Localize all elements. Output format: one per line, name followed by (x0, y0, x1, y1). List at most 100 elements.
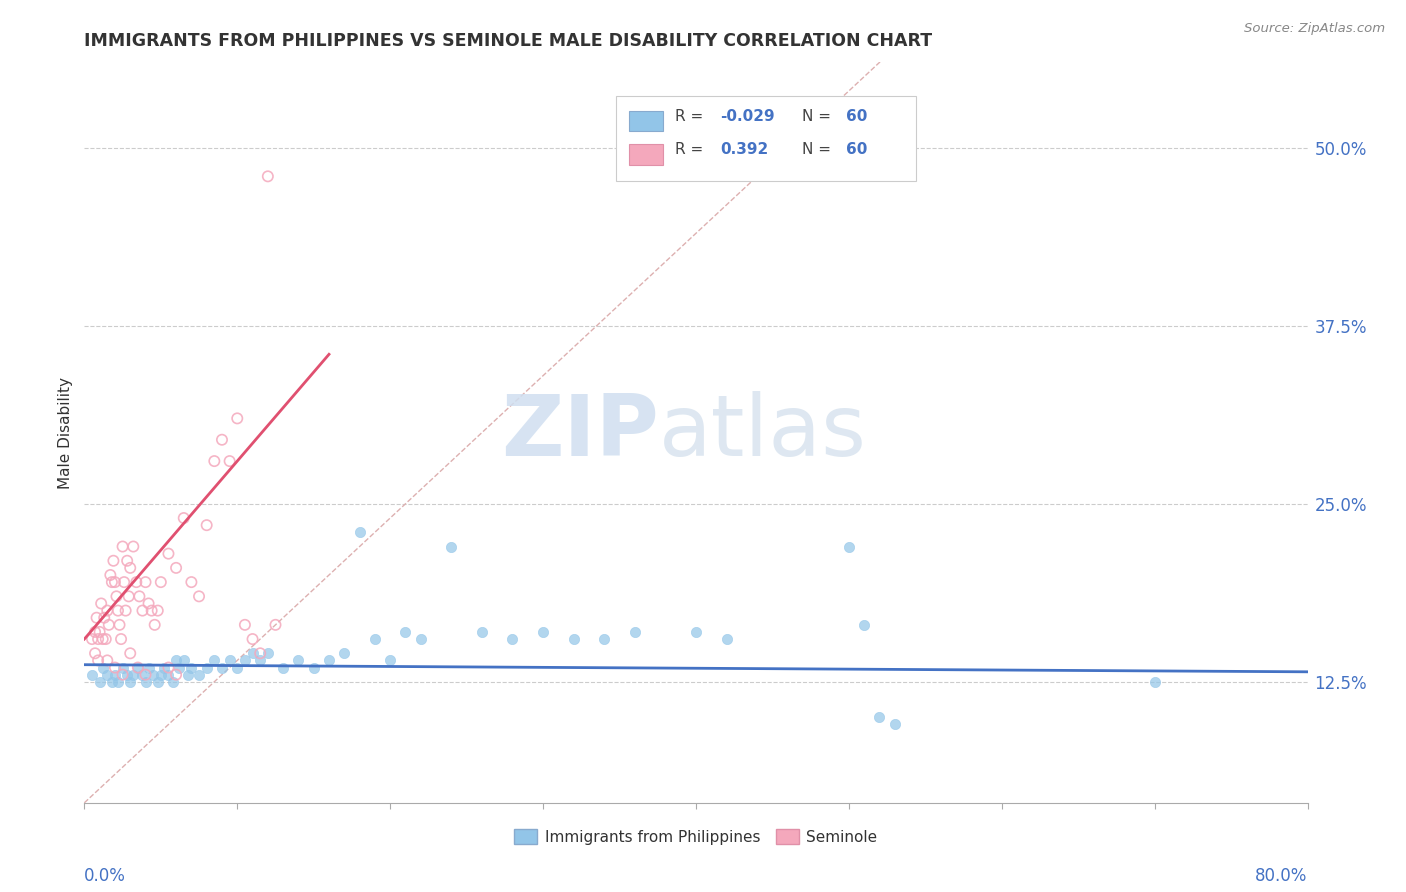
Point (502, 632, 524, 646)
Text: 0.392: 0.392 (720, 143, 769, 157)
Point (98, 568, 121, 582)
Point (138, 660, 160, 674)
Point (218, 454, 240, 468)
Point (89, 624, 111, 639)
Text: 60: 60 (846, 143, 868, 157)
Point (135, 674, 157, 689)
Point (128, 590, 150, 604)
Point (146, 674, 169, 689)
Point (853, 617, 876, 632)
Point (84, 624, 107, 639)
Point (202, 653, 225, 667)
Text: N =: N = (803, 109, 837, 124)
Point (103, 554, 125, 568)
Point (105, 590, 128, 604)
Point (97, 617, 120, 632)
Point (108, 617, 131, 632)
Point (115, 667, 138, 681)
Point (409, 632, 432, 646)
Point (91, 660, 114, 674)
Point (624, 624, 647, 639)
Point (122, 667, 145, 681)
Point (211, 660, 233, 674)
Point (165, 667, 187, 681)
Point (233, 617, 256, 632)
Point (562, 632, 585, 646)
Point (135, 575, 157, 590)
Point (257, 169, 280, 184)
Point (380, 653, 402, 667)
Point (80, 632, 103, 646)
Y-axis label: Male Disability: Male Disability (58, 376, 73, 489)
Text: 80.0%: 80.0% (1256, 867, 1308, 885)
Point (96, 653, 118, 667)
Point (1143, 674, 1166, 689)
Point (883, 717, 905, 731)
Point (257, 646, 280, 660)
Point (104, 667, 127, 681)
Point (131, 604, 153, 618)
Point (142, 667, 165, 681)
Point (118, 590, 141, 604)
Point (120, 646, 142, 660)
Point (86, 610, 108, 624)
Point (318, 653, 340, 667)
Point (264, 617, 287, 632)
Point (157, 660, 180, 674)
Point (838, 540, 860, 554)
Point (211, 433, 233, 447)
Point (349, 525, 371, 540)
Point (127, 660, 149, 674)
Point (149, 575, 172, 590)
Text: N =: N = (803, 143, 837, 157)
Point (364, 632, 387, 646)
Point (146, 604, 169, 618)
Point (165, 561, 187, 575)
FancyBboxPatch shape (616, 95, 917, 181)
Point (107, 604, 129, 618)
Point (716, 632, 738, 646)
Point (173, 511, 195, 525)
Point (202, 454, 225, 468)
Point (165, 653, 187, 667)
Point (233, 653, 256, 667)
Point (153, 660, 176, 674)
Point (302, 660, 325, 674)
Point (188, 590, 211, 604)
Text: Source: ZipAtlas.com: Source: ZipAtlas.com (1244, 22, 1385, 36)
Point (91, 632, 114, 646)
Point (111, 540, 134, 554)
Point (593, 632, 616, 646)
Text: IMMIGRANTS FROM PHILIPPINES VS SEMINOLE MALE DISABILITY CORRELATION CHART: IMMIGRANTS FROM PHILIPPINES VS SEMINOLE … (84, 32, 932, 50)
Point (101, 674, 124, 689)
Point (94, 632, 117, 646)
Point (531, 624, 554, 639)
Point (195, 518, 218, 533)
Bar (628, 111, 664, 131)
Point (177, 667, 200, 681)
Point (112, 575, 135, 590)
Point (157, 667, 180, 681)
Point (80, 667, 103, 681)
Point (157, 547, 180, 561)
Point (394, 624, 416, 639)
Point (87, 653, 110, 667)
Point (226, 411, 249, 425)
Point (96, 604, 118, 618)
Legend: Immigrants from Philippines, Seminole: Immigrants from Philippines, Seminole (509, 822, 883, 851)
Point (188, 667, 211, 681)
Point (143, 617, 166, 632)
Point (90, 597, 112, 611)
Point (104, 575, 127, 590)
Point (110, 632, 132, 646)
Point (89, 674, 111, 689)
Text: 0.0%: 0.0% (84, 867, 127, 885)
Text: atlas: atlas (659, 391, 868, 475)
Point (115, 554, 138, 568)
Point (120, 561, 142, 575)
Point (195, 660, 218, 674)
Point (440, 540, 463, 554)
Point (138, 597, 160, 611)
Point (242, 646, 264, 660)
Bar (628, 144, 664, 165)
